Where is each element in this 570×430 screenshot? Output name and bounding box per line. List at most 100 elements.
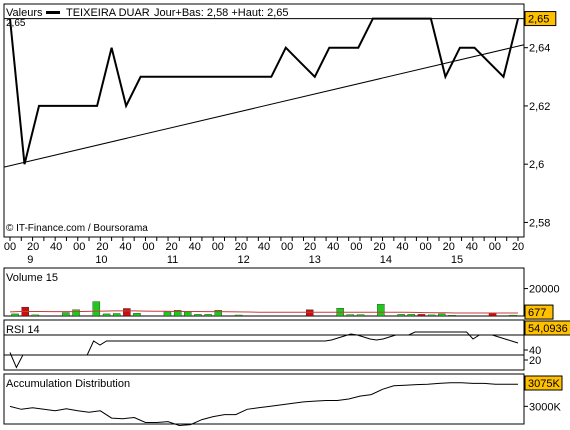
time-tick-label: 40 (258, 241, 270, 253)
day-label: 15 (451, 254, 463, 266)
time-tick-label: 40 (466, 241, 478, 253)
volume-bar (438, 313, 446, 317)
time-tick-label: 20 (512, 241, 524, 253)
time-tick-label: 20 (304, 241, 316, 253)
volume-bar (31, 314, 40, 317)
volume-bar (204, 314, 212, 317)
ad-panel: Accumulation Distribution 3000K 3075K (3, 373, 563, 427)
volume-last-tag-box (524, 304, 554, 320)
volume-y-tick-label: 20000 (529, 284, 560, 296)
time-tick-label: 20 (373, 241, 385, 253)
time-tick-label: 40 (50, 241, 62, 253)
volume-bar (234, 314, 243, 317)
time-tick-label: 00 (350, 241, 362, 253)
price-last-tag: 2,65 (528, 14, 549, 26)
rsi-panel-frame (3, 319, 525, 371)
time-tick-label: 20 (166, 241, 178, 253)
legend-series-swatch (46, 11, 60, 14)
time-tick-label: 20 (96, 241, 108, 253)
time-tick-label: 00 (142, 241, 154, 253)
volume-bar (194, 314, 202, 317)
volume-bar (377, 304, 385, 317)
ad-line (9, 382, 518, 427)
ad-title: Accumulation Distribution (6, 378, 130, 390)
time-tick-label: 00 (73, 241, 85, 253)
time-tick-label: 00 (212, 241, 224, 253)
volume-bar (11, 313, 19, 317)
price-trendline (3, 44, 525, 168)
volume-bar (173, 310, 182, 317)
day-label: 9 (27, 254, 33, 266)
day-label: 13 (309, 254, 321, 266)
ad-y-tick-label: 3000K (529, 401, 561, 413)
volume-panel-frame (3, 267, 525, 317)
time-tick-label: 20 (235, 241, 247, 253)
price-y-tick-label: 2,62 (529, 101, 550, 113)
day-label: 11 (167, 254, 178, 266)
volume-bar (72, 309, 80, 317)
volume-average-line (9, 310, 518, 314)
price-axis: 2,58 2,6 2,62 2,64 (524, 43, 550, 229)
volume-last-tag: 677 (528, 307, 546, 319)
day-label: 12 (238, 254, 250, 266)
rsi-title: RSI 14 (6, 324, 40, 336)
legend-series-name: TEIXEIRA DUAR (66, 7, 150, 19)
time-tick-label: 20 (443, 241, 455, 253)
price-y-tick-label: 2,64 (529, 43, 550, 55)
time-axis: 00 20 40 00 20 40 00 20 40 00 20 40 00 20 40 00 20 40 00 20… (4, 237, 524, 266)
price-top-label: 2,65 (6, 18, 26, 29)
volume-bar (397, 314, 405, 317)
volume-bar (427, 314, 436, 317)
ad-plot: 3000K 3075K (9, 375, 563, 427)
time-tick-label: 00 (4, 241, 16, 253)
price-last-tag-box (524, 11, 557, 27)
price-panel: Valeurs TEIXEIRA DUAR Jour+Bas: 2,58 +Ha… (3, 3, 557, 238)
ad-last-tag-box (524, 375, 563, 391)
volume-bar (133, 313, 141, 317)
price-plot: 2,65 (3, 11, 557, 168)
credit-text: © IT-Finance.com / Boursorama (6, 223, 148, 234)
time-tick-label: 40 (396, 241, 408, 253)
volume-bar (163, 311, 172, 317)
time-tick-label: 00 (281, 241, 293, 253)
time-tick-label: 20 (27, 241, 39, 253)
time-tick-label: 40 (327, 241, 339, 253)
volume-plot: 20000 677 (9, 284, 560, 320)
rsi-last-tag: 54,0936 (528, 323, 568, 335)
volume-bar (306, 309, 314, 317)
volume-bar (417, 314, 426, 317)
ad-last-tag: 3075K (528, 378, 560, 390)
time-tick-label: 00 (420, 241, 432, 253)
legend-stats: Jour+Bas: 2,58 +Haut: 2,65 (154, 7, 289, 19)
volume-bar (112, 313, 121, 317)
rsi-y-tick-label: 40 (529, 345, 541, 357)
rsi-line (9, 331, 519, 369)
volume-bar (448, 315, 456, 317)
volume-bar (92, 301, 101, 317)
price-y-tick-label: 2,58 (529, 217, 550, 229)
volume-bar (356, 314, 365, 317)
volume-bar (62, 312, 70, 317)
rsi-y-tick-label: 20 (529, 355, 541, 367)
volume-title: Volume 15 (6, 272, 58, 284)
volume-bar (214, 310, 222, 317)
volume-panel: Volume 15 20000 677 (3, 267, 560, 320)
ad-panel-frame (3, 373, 525, 425)
day-label: 14 (380, 254, 392, 266)
price-panel-frame (3, 3, 525, 238)
time-tick-label: 00 (489, 241, 501, 253)
volume-bar (407, 314, 416, 317)
rsi-last-tag-box (524, 320, 570, 336)
volume-bar (346, 314, 355, 317)
time-tick-label: 40 (119, 241, 131, 253)
volume-bar (123, 308, 131, 317)
legend-valeurs-label: Valeurs (6, 7, 43, 19)
volume-bar (509, 314, 517, 317)
volume-bar (102, 313, 111, 317)
time-tick-label: 40 (189, 241, 201, 253)
volume-bar (184, 311, 192, 317)
day-label: 10 (95, 254, 107, 266)
